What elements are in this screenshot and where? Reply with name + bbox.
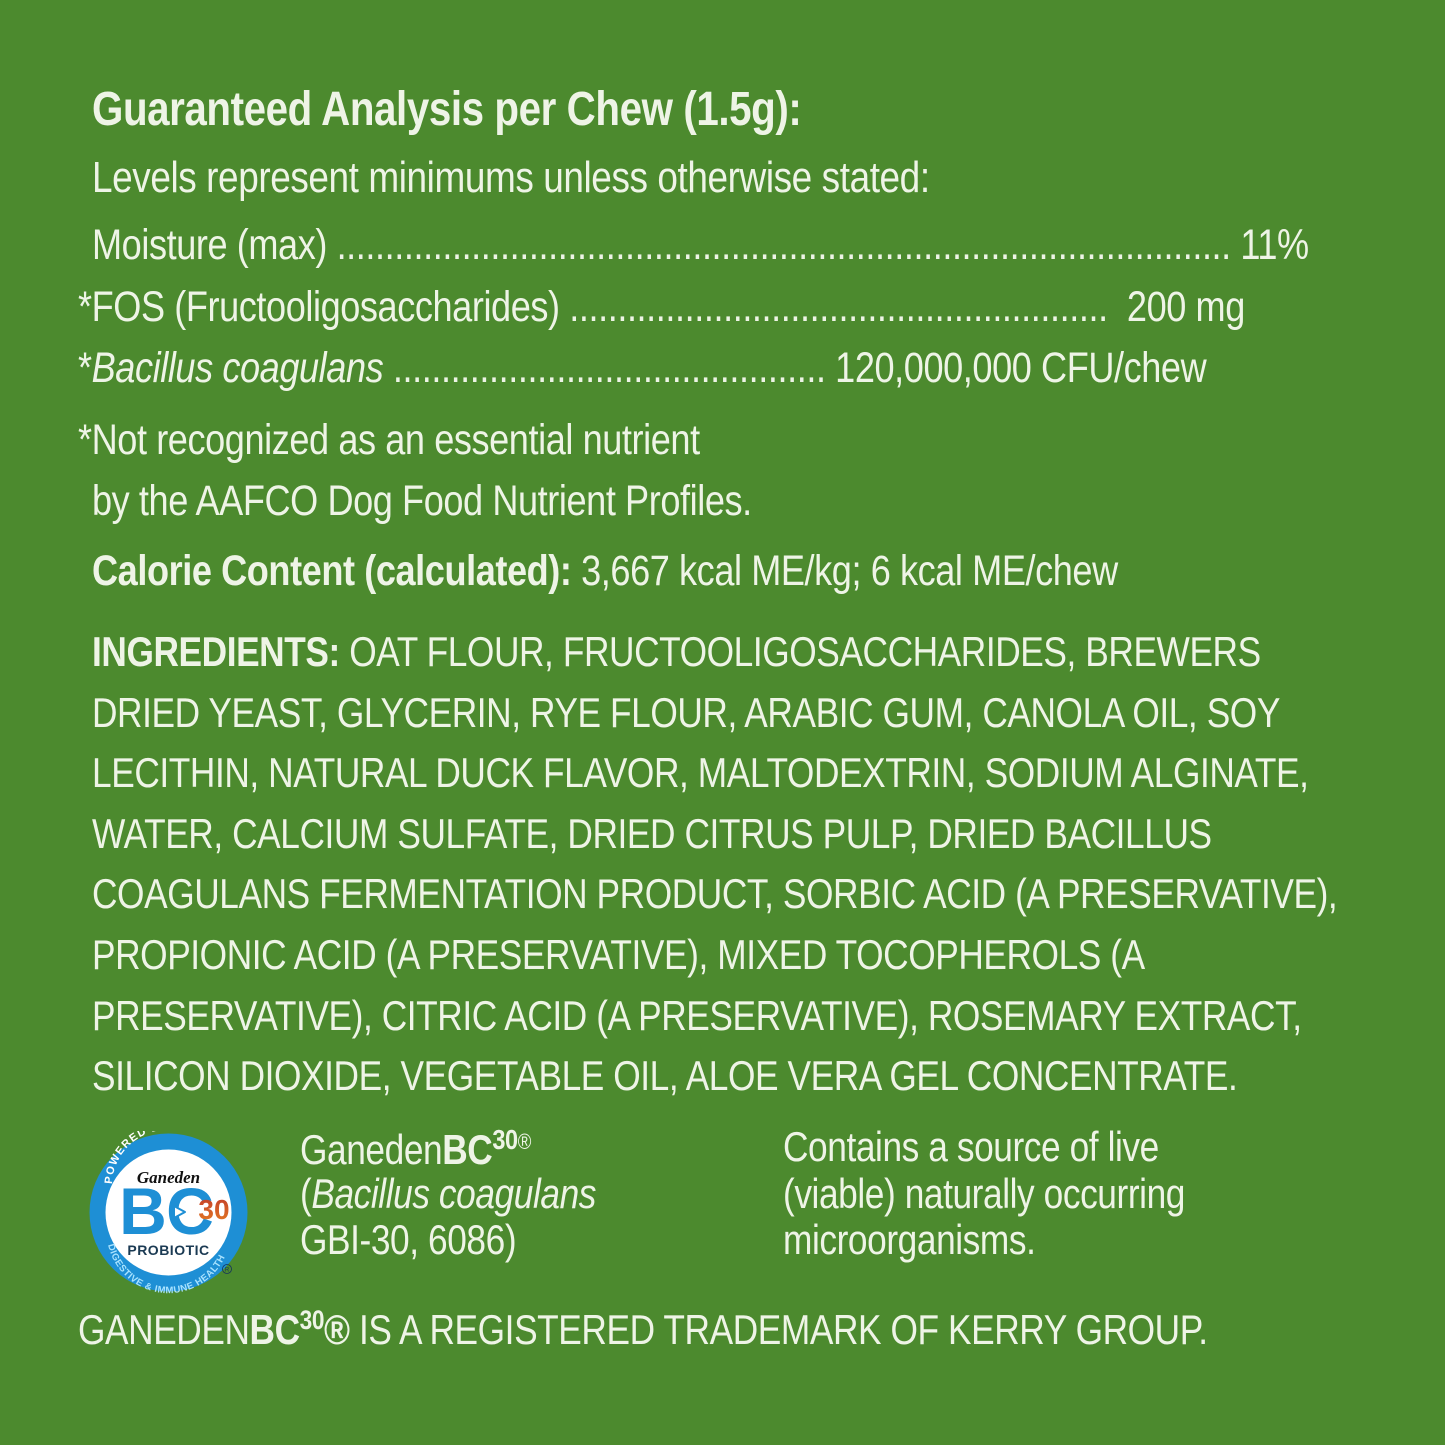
svg-text:30: 30 — [198, 1194, 229, 1225]
svg-text:PROBIOTIC: PROBIOTIC — [127, 1242, 209, 1258]
svg-text:B: B — [119, 1174, 167, 1248]
svg-text:R: R — [225, 1268, 230, 1274]
